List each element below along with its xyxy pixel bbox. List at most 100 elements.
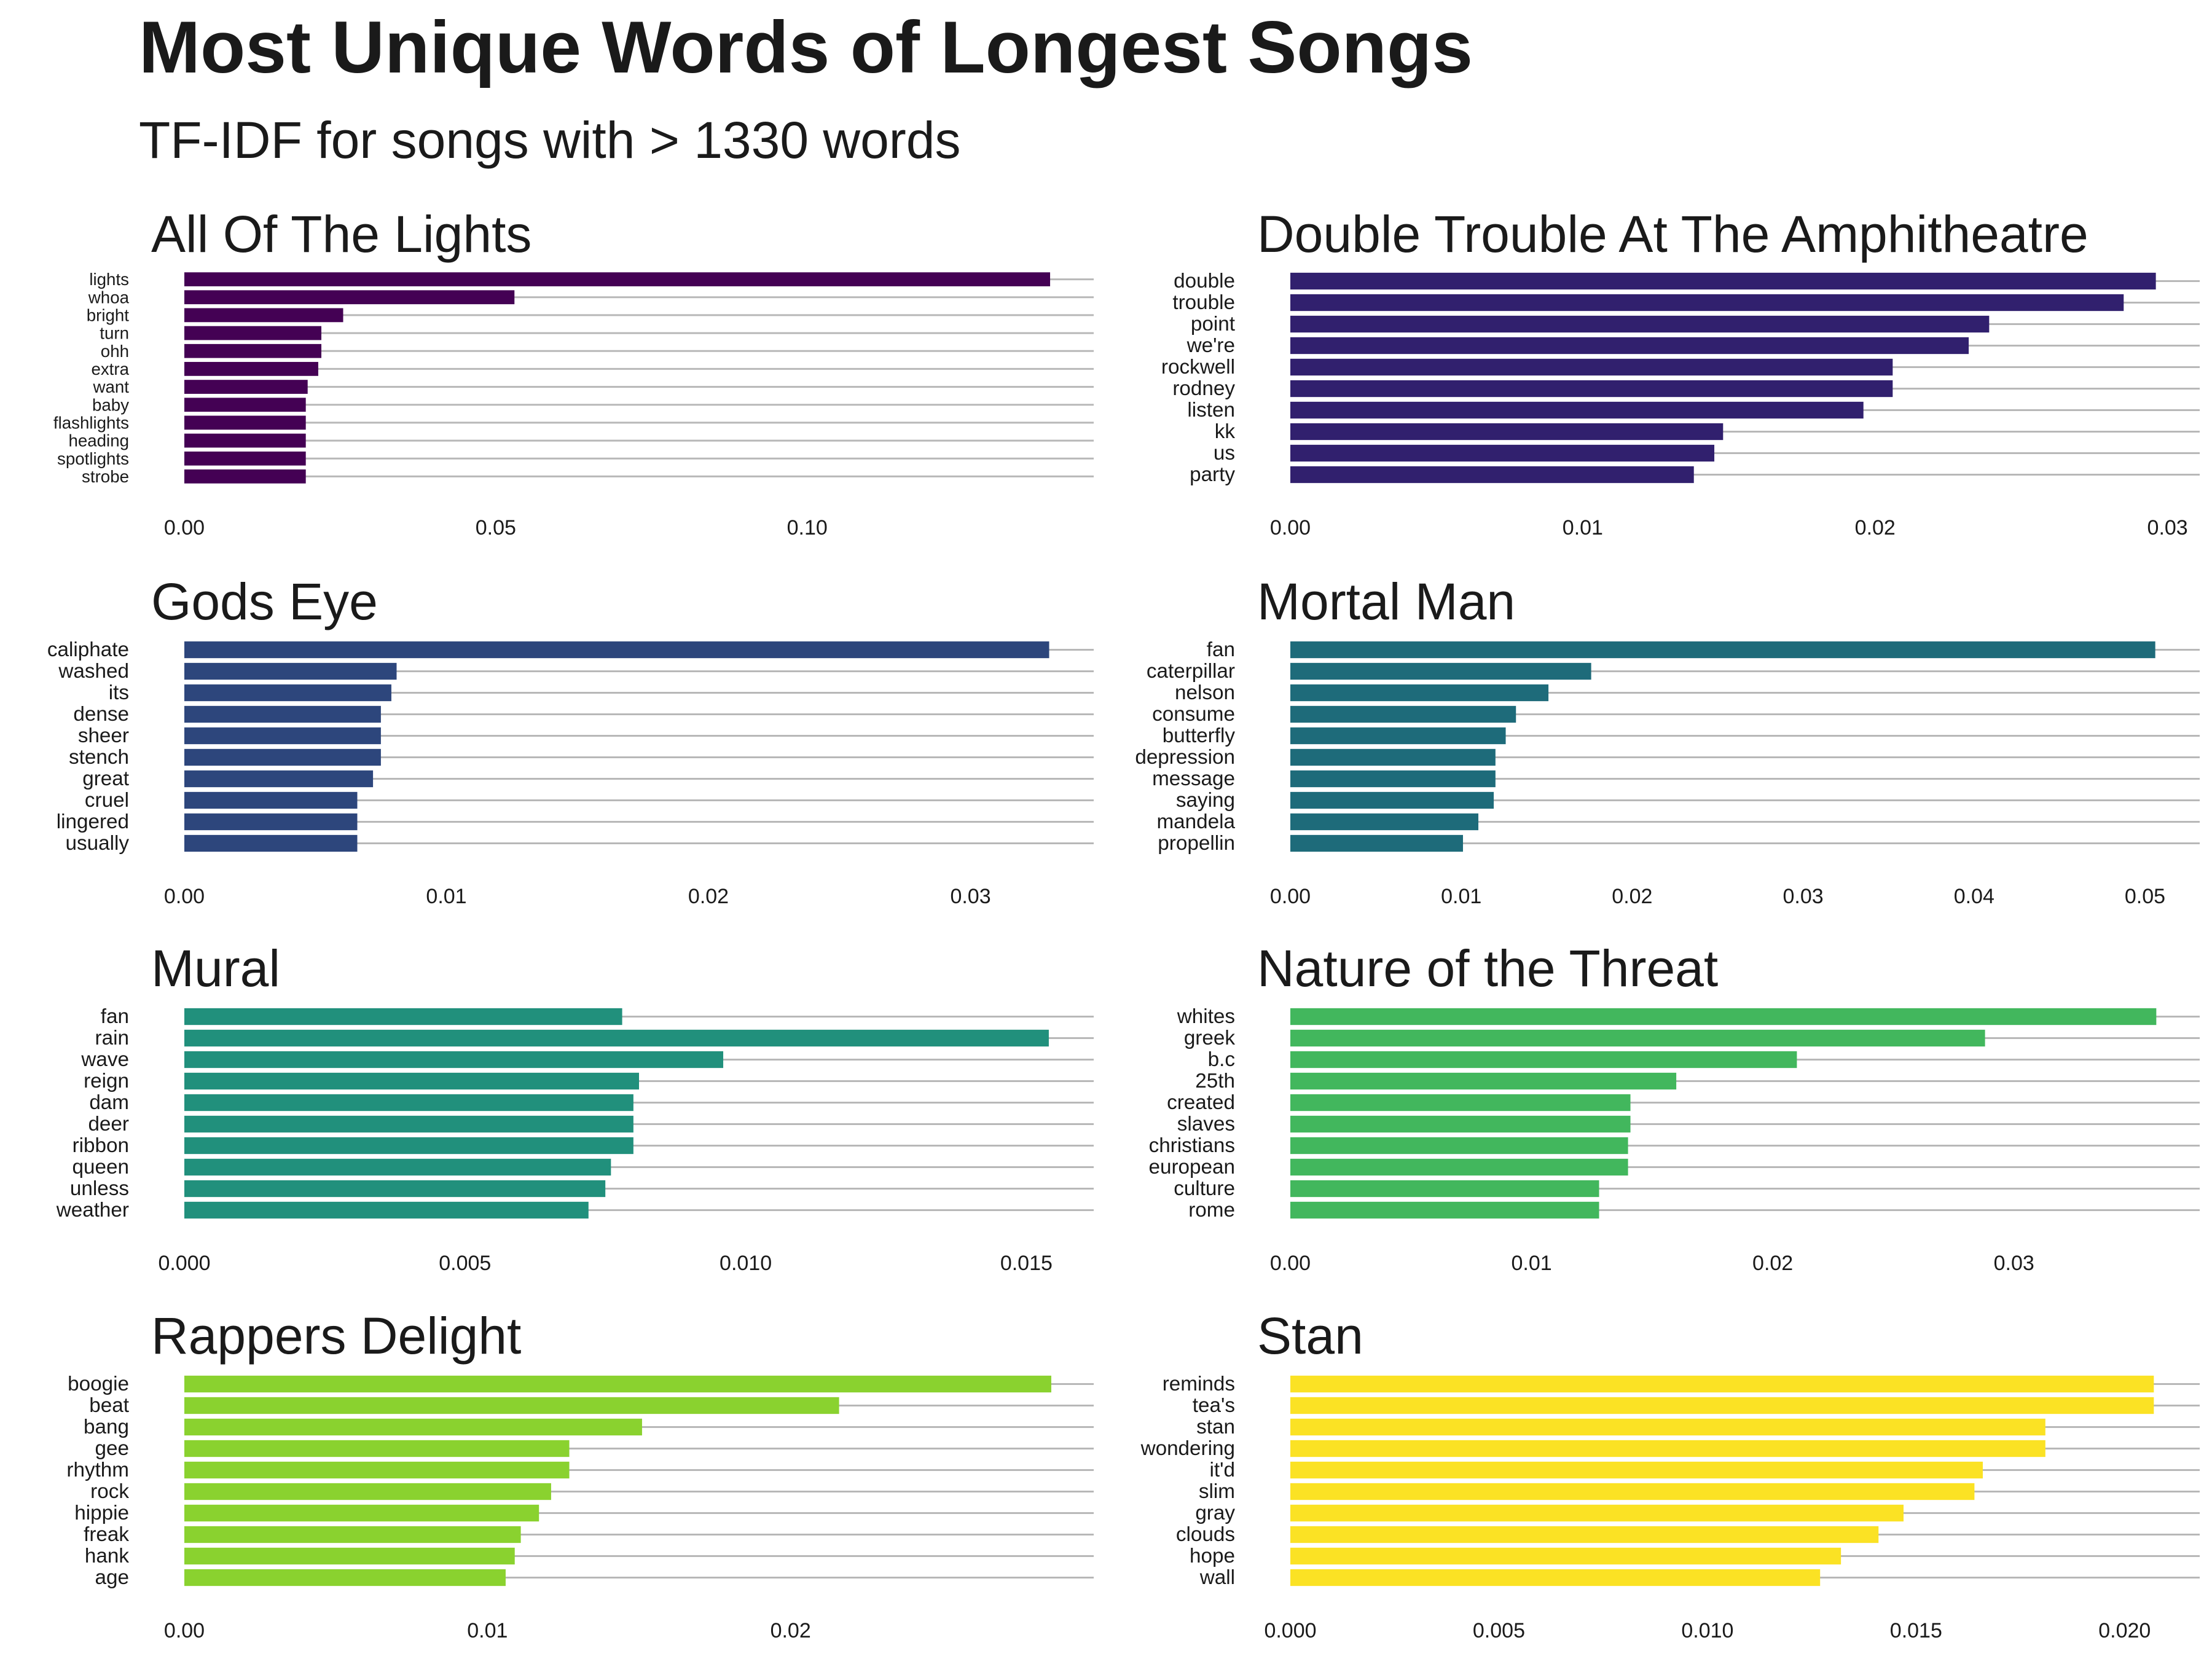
facet-title: Gods Eye [151,573,378,630]
bar [184,1137,633,1155]
category-label: tea's [1193,1394,1235,1417]
bar [184,1569,506,1586]
category-label: b.c [1208,1048,1235,1071]
category-label: nelson [1175,681,1235,704]
category-label: european [1148,1156,1235,1179]
bar [184,1483,551,1500]
bar [184,748,381,766]
bar [184,451,306,466]
category-label: rome [1188,1199,1235,1222]
category-label: sheer [78,724,129,747]
tick-label: 0.00 [164,516,205,539]
category-label: culture [1174,1177,1235,1200]
category-label: propellin [1158,832,1235,855]
bar [1290,1201,1599,1219]
bar [1290,770,1496,788]
facet-panel: Rappers Delight boogiebeatbanggeerhythmro… [66,1307,1094,1642]
category-label: gee [95,1437,129,1460]
category-label: spotlights [57,449,129,468]
tick-label: 0.010 [720,1252,772,1275]
bar [184,1008,622,1026]
tick-label: 0.02 [771,1619,811,1642]
category-label: 25th [1195,1070,1235,1092]
tick-label: 0.05 [2125,885,2165,908]
category-label: message [1152,767,1235,790]
bar [184,308,343,323]
category-label: gray [1195,1502,1235,1524]
tick-label: 0.02 [1752,1252,1793,1275]
facet-title: All Of The Lights [151,205,531,263]
bar [1290,1072,1677,1090]
bar [1290,358,1893,376]
facet-title: Mural [151,939,280,997]
category-label: unless [70,1177,129,1200]
bar [184,1158,611,1176]
category-label: point [1191,313,1235,335]
bar [1290,1418,2045,1436]
bar [184,1504,539,1522]
bar [184,326,322,340]
category-label: reign [84,1070,129,1092]
category-label: wall [1199,1566,1235,1589]
tick-label: 0.00 [1270,1252,1311,1275]
bar [184,1051,724,1069]
category-label: created [1167,1091,1235,1114]
category-label: its [109,681,129,704]
bar [1290,1094,1631,1112]
category-label: rodney [1172,377,1235,400]
category-label: queen [73,1156,129,1179]
tick-label: 0.01 [1441,885,1481,908]
bar [1290,315,1990,333]
bar [1290,1461,1983,1479]
category-label: hank [85,1545,129,1567]
category-label: heading [68,431,129,450]
tick-label: 0.03 [1783,885,1823,908]
bar [184,1418,642,1436]
category-label: great [82,767,129,790]
bar [1290,466,1694,484]
facet-panel: Double Trouble At The Amphitheatre double… [1161,205,2200,539]
category-label: wave [80,1048,129,1071]
bar [1290,337,1969,355]
category-label: stench [69,746,129,769]
bar [184,641,1049,659]
bar [184,770,374,788]
category-label: rockwell [1161,356,1235,378]
tick-label: 0.000 [158,1252,210,1275]
bar [184,290,515,305]
category-label: mandela [1156,810,1235,833]
bar [184,272,1051,286]
category-label: extra [91,359,129,378]
category-label: kk [1215,420,1236,443]
tick-label: 0.015 [1890,1619,1942,1642]
category-label: fan [1207,638,1235,661]
facet-panel: Gods Eye caliphatewasheditsdensesheersten… [47,573,1094,908]
tick-label: 0.01 [1511,1252,1551,1275]
category-label: reminds [1163,1373,1235,1395]
category-label: want [93,377,130,396]
facet-title: Mortal Man [1257,573,1515,630]
category-label: weather [56,1199,129,1222]
tick-label: 0.010 [1681,1619,1733,1642]
bar [1290,1158,1628,1176]
category-label: whites [1177,1005,1235,1028]
category-label: rhythm [66,1459,129,1481]
bar [1290,423,1724,441]
bar [1290,662,1591,680]
bar [1290,727,1506,745]
bar [1290,1008,2157,1026]
facet-title: Stan [1257,1307,1363,1365]
bar [1290,272,2156,290]
facet-panel: Stan remindstea'sstanwonderingit'dslimgra… [1140,1307,2200,1642]
bar [1290,705,1516,723]
category-label: deer [88,1113,129,1135]
category-label: washed [58,660,129,683]
tick-label: 0.04 [1954,885,1994,908]
category-label: ohh [101,342,129,361]
tick-label: 0.03 [2147,516,2188,539]
category-label: it'd [1210,1459,1235,1481]
tick-label: 0.005 [439,1252,491,1275]
tick-label: 0.03 [1994,1252,2034,1275]
tick-label: 0.01 [467,1619,508,1642]
